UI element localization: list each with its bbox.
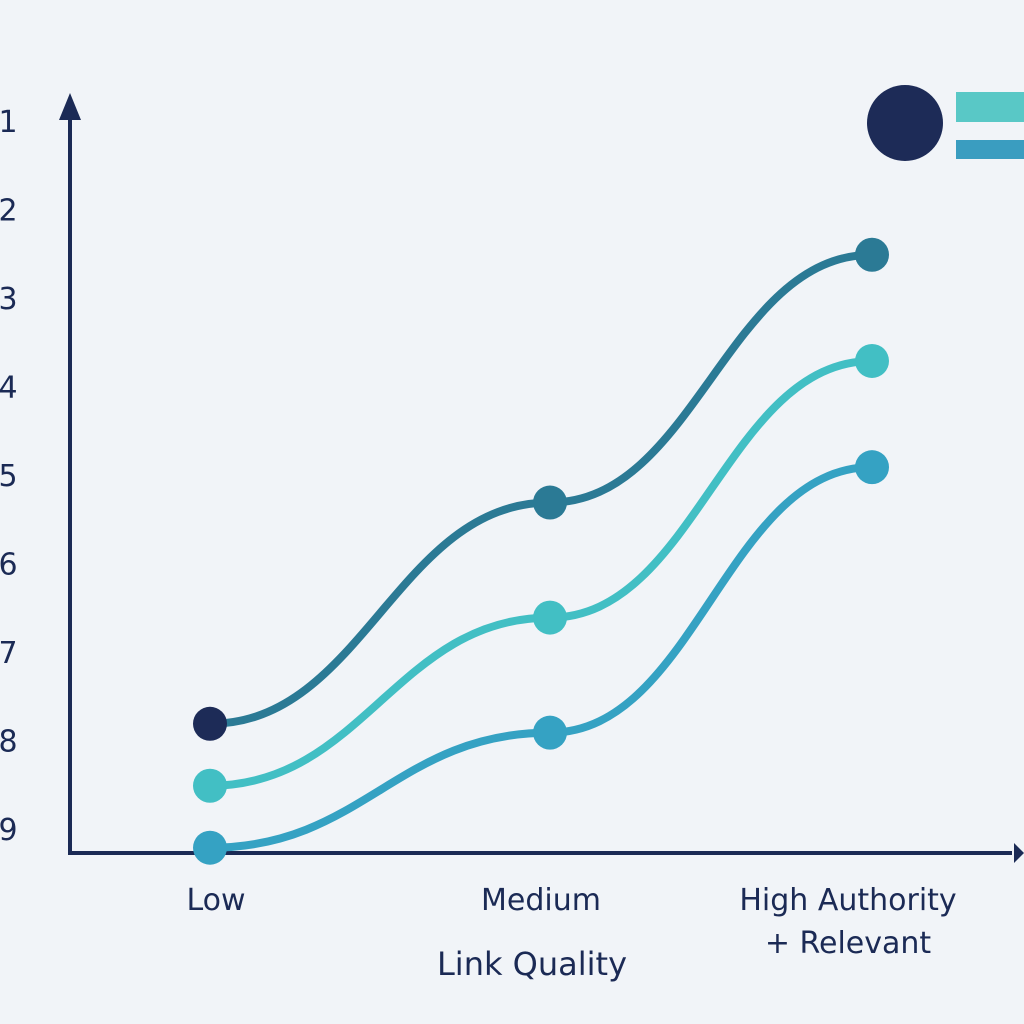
y-tick-label: 5	[0, 459, 18, 494]
circle-icon	[867, 85, 943, 161]
data-point	[193, 768, 227, 803]
data-point	[193, 706, 227, 741]
y-tick-label: 8	[0, 725, 18, 760]
x-tick-label: High Authority + Relevant	[739, 883, 956, 961]
data-point	[533, 485, 567, 520]
y-tick-label: 6	[0, 548, 18, 583]
y-tick-label: 4	[0, 371, 18, 406]
series-line	[206, 463, 876, 852]
series-layer	[193, 237, 889, 865]
data-point	[533, 600, 567, 635]
x-tick-labels: Low Medium High Authority + Relevant	[186, 883, 956, 961]
y-axis	[59, 93, 81, 855]
y-tick-label: 7	[0, 636, 18, 671]
x-axis-arrow-icon	[1014, 843, 1024, 863]
y-tick-label: 9	[0, 813, 18, 848]
x-tick-label: Medium	[481, 883, 601, 918]
bar-icon	[956, 140, 1024, 159]
y-axis-arrow-icon	[59, 93, 81, 120]
y-tick-label: 3	[0, 282, 18, 317]
bar-icon	[956, 92, 1024, 122]
y-tick-labels: 1 2 3 4 5 6 7 8 9	[0, 105, 18, 848]
data-point	[855, 450, 889, 485]
legend	[867, 85, 1024, 161]
data-point	[855, 237, 889, 272]
data-point	[193, 830, 227, 865]
y-tick-label: 1	[0, 105, 18, 140]
x-tick-label: Low	[186, 883, 245, 918]
data-point	[855, 343, 889, 378]
data-point	[533, 715, 567, 750]
y-tick-label: 2	[0, 194, 18, 229]
x-axis-title: Link Quality	[437, 945, 627, 983]
